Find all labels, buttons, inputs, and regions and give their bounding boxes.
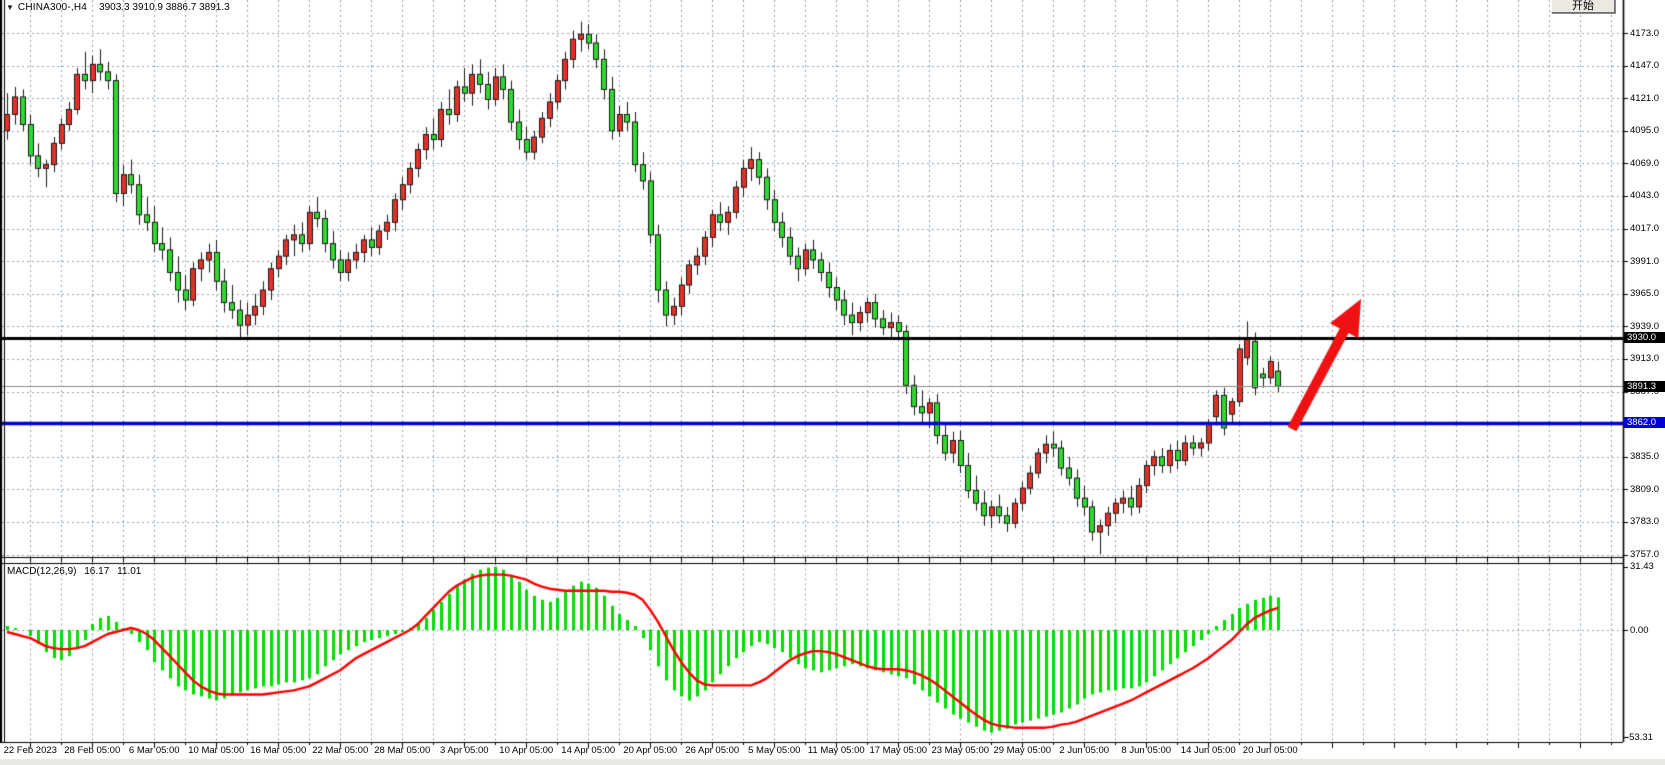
time-axis-label: 28 Feb 05:00	[64, 745, 121, 756]
price-axis-label: 3757.0	[1630, 549, 1660, 561]
price-axis-label: 4121.0	[1630, 92, 1660, 104]
chart-title-bar: ▼ CHINA300-,H4 3903.3 3910.9 3886.7 3891…	[6, 2, 230, 13]
price-axis-label: 3939.0	[1630, 320, 1660, 332]
time-axis-label: 10 Mar 05:00	[188, 745, 245, 756]
macd-axis-label: 0.00	[1630, 624, 1649, 636]
macd-indicator-label: MACD(12,26,9) 16.17 11.01	[7, 566, 146, 577]
time-axis-label: 8 Jun 05:00	[1121, 745, 1172, 756]
time-axis-label: 28 Mar 05:00	[374, 745, 431, 756]
ohlc-values: 3903.3 3910.9 3886.7 3891.3	[99, 2, 230, 13]
time-axis-label: 6 Mar 05:00	[128, 745, 180, 756]
price-tag-3930.0: 3930.0	[1624, 332, 1665, 344]
symbol-dropdown-icon[interactable]: ▼	[6, 3, 14, 12]
time-axis-label: 3 Apr 05:00	[439, 745, 489, 756]
macd-value: 16.17	[84, 566, 110, 577]
time-axis-label: 20 Apr 05:00	[623, 745, 678, 756]
time-axis-label: 17 May 05:00	[869, 745, 928, 756]
price-axis-label: 3913.0	[1630, 353, 1660, 365]
price-tag-3862.0: 3862.0	[1624, 417, 1665, 429]
time-axis-label: 22 Mar 05:00	[312, 745, 369, 756]
time-axis-label: 26 Apr 05:00	[685, 745, 740, 756]
symbol-timeframe-label: CHINA300-,H4	[17, 2, 88, 13]
time-axis-label: 23 May 05:00	[931, 745, 990, 756]
price-axis-label: 3783.0	[1630, 516, 1660, 528]
start-button[interactable]: 开始	[1551, 0, 1615, 13]
time-axis-label: 22 Feb 2023	[3, 745, 57, 756]
time-axis-label: 10 Apr 05:00	[499, 745, 554, 756]
macd-name: MACD(12,26,9)	[7, 566, 77, 577]
price-axis-label: 3809.0	[1630, 483, 1660, 495]
time-axis-label: 29 May 05:00	[993, 745, 1052, 756]
price-axis-label: 4095.0	[1630, 125, 1660, 137]
time-axis-label: 14 Jun 05:00	[1180, 745, 1236, 756]
price-axis-label: 3965.0	[1630, 288, 1660, 300]
price-axis-label: 4173.0	[1630, 27, 1660, 39]
price-axis-label: 4017.0	[1630, 223, 1660, 235]
price-axis-label: 4069.0	[1630, 157, 1660, 169]
time-axis-label: 14 Apr 05:00	[561, 745, 616, 756]
time-axis-label: 20 Jun 05:00	[1242, 745, 1298, 756]
price-axis-label: 3991.0	[1630, 255, 1660, 267]
price-axis-label: 3835.0	[1630, 451, 1660, 463]
price-tag-3891.3: 3891.3	[1624, 380, 1665, 392]
time-axis-label: 2 Jun 05:00	[1059, 745, 1110, 756]
price-axis-label: 4043.0	[1630, 190, 1660, 202]
time-axis-label: 16 Mar 05:00	[250, 745, 307, 756]
macd-axis-label: 31.43	[1630, 561, 1654, 573]
time-axis-label: 5 May 05:00	[748, 745, 801, 756]
price-axis-label: 4147.0	[1630, 60, 1660, 72]
macd-axis-label: -53.31	[1626, 731, 1653, 743]
time-axis-label: 11 May 05:00	[807, 745, 865, 756]
macd-signal-value: 11.01	[117, 566, 142, 577]
